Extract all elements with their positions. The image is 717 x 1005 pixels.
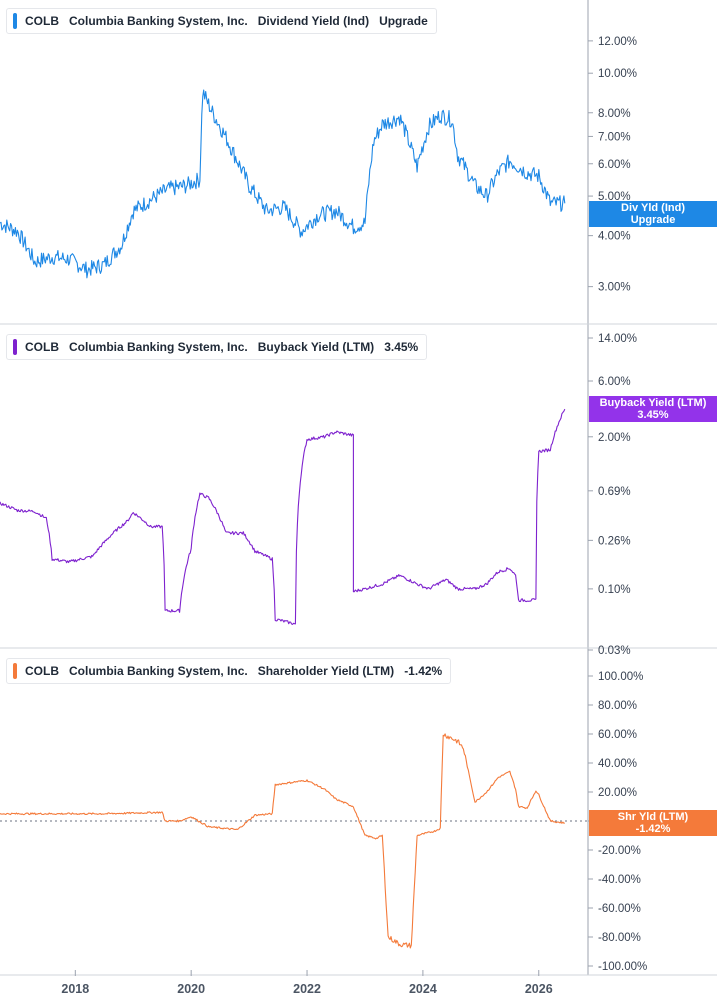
x-tick-label: 2024	[409, 982, 437, 996]
x-tick-label: 2022	[293, 982, 321, 996]
tag-line: -1.42%	[635, 823, 671, 835]
legend-ticker: COLB	[25, 14, 59, 28]
legend-value: 3.45%	[384, 340, 419, 354]
x-tick-label: 2018	[61, 982, 89, 996]
tag-line: Div Yld (Ind)	[621, 202, 685, 214]
y-tick-label: 20.00%	[598, 787, 637, 799]
y-tick-label: 14.00%	[598, 333, 637, 345]
tag-line: Upgrade	[630, 214, 676, 226]
legend-metric: Buyback Yield (LTM)	[257, 340, 375, 354]
y-tick-label: 2.00%	[598, 432, 631, 444]
y-tick-label: -60.00%	[598, 903, 641, 915]
y-tick-label: 6.00%	[598, 376, 631, 388]
tag-dividend: Div Yld (Ind) Upgrade	[589, 201, 717, 227]
y-tick-label: 0.03%	[598, 645, 631, 657]
y-tick-label: 80.00%	[598, 700, 637, 712]
legend-metric: Dividend Yield (Ind)	[257, 14, 370, 28]
series-line-buyback	[0, 408, 566, 625]
y-tick-label: 4.00%	[598, 231, 631, 243]
y-tick-label: -100.00%	[598, 961, 647, 973]
tag-line: Shr Yld (LTM)	[617, 811, 689, 823]
y-tick-label: 0.26%	[598, 535, 631, 547]
x-tick-label: 2020	[177, 982, 205, 996]
y-tick-label: 100.00%	[598, 671, 643, 683]
legend-dividend[interactable]: COLB Columbia Banking System, Inc. Divid…	[6, 8, 437, 34]
legend-ticker: COLB	[25, 340, 59, 354]
y-tick-label: 3.00%	[598, 282, 631, 294]
legend-company: Columbia Banking System, Inc.	[69, 14, 248, 28]
legend-value: -1.42%	[404, 664, 443, 678]
series-line-dividend	[0, 89, 566, 279]
y-tick-label: -20.00%	[598, 845, 641, 857]
y-tick-label: 8.00%	[598, 108, 631, 120]
legend-company: Columbia Banking System, Inc.	[69, 664, 248, 678]
legend-swatch-dividend	[13, 13, 17, 29]
y-tick-label: 5.00%	[598, 191, 631, 203]
legend-swatch-buyback	[13, 339, 17, 355]
y-tick-label: 12.00%	[598, 36, 637, 48]
y-tick-label: 60.00%	[598, 729, 637, 741]
legend-metric: Shareholder Yield (LTM)	[257, 664, 395, 678]
y-tick-label: 0.69%	[598, 486, 631, 498]
legend-buyback[interactable]: COLB Columbia Banking System, Inc. Buyba…	[6, 334, 428, 360]
y-tick-label: -40.00%	[598, 874, 641, 886]
tag-shareholder: Shr Yld (LTM) -1.42%	[589, 810, 717, 836]
legend-swatch-shareholder	[13, 663, 17, 679]
y-tick-label: 40.00%	[598, 758, 637, 770]
y-tick-label: 6.00%	[598, 159, 631, 171]
legend-shareholder[interactable]: COLB Columbia Banking System, Inc. Share…	[6, 658, 452, 684]
y-tick-label: 0.10%	[598, 584, 631, 596]
y-tick-label: 10.00%	[598, 68, 637, 80]
x-tick-label: 2026	[525, 982, 553, 996]
tag-buyback: Buyback Yield (LTM) 3.45%	[589, 396, 717, 422]
legend-ticker: COLB	[25, 664, 59, 678]
tag-line: 3.45%	[637, 409, 669, 421]
y-tick-label: -80.00%	[598, 932, 641, 944]
tag-line: Buyback Yield (LTM)	[599, 397, 707, 409]
series-line-shareholder	[0, 733, 565, 949]
legend-company: Columbia Banking System, Inc.	[69, 340, 248, 354]
legend-value[interactable]: Upgrade	[379, 14, 428, 28]
y-tick-label: 7.00%	[598, 131, 631, 143]
